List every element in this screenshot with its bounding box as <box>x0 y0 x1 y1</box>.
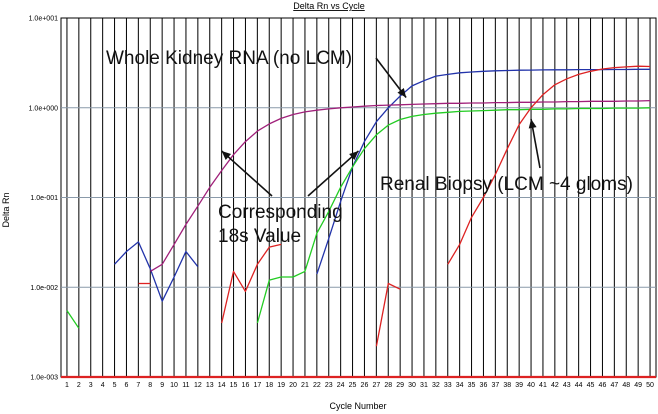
x-tick-label: 21 <box>301 382 309 389</box>
x-tick-label: 15 <box>230 382 238 389</box>
x-tick-label: 36 <box>480 382 488 389</box>
x-tick-label: 49 <box>634 382 642 389</box>
annotation-corresponding: Corresponding <box>218 202 343 223</box>
x-tick-label: 14 <box>218 382 226 389</box>
annotation-arrow-2 <box>307 150 360 197</box>
x-tick-label: 9 <box>160 382 164 389</box>
x-tick-label: 42 <box>551 382 559 389</box>
series-line-3 <box>256 107 651 324</box>
x-tick-label: 35 <box>468 382 476 389</box>
annotation-arrow-3 <box>528 118 541 169</box>
y-axis-title: Delta Rn <box>1 192 11 227</box>
annotation-whole-kidney: Whole Kidney RNA (no LCM) <box>106 48 352 69</box>
x-tick-label: 10 <box>170 382 178 389</box>
x-tick-label: 50 <box>646 382 654 389</box>
x-tick-label: 12 <box>194 382 202 389</box>
x-tick-label: 11 <box>182 382 189 389</box>
x-tick-label: 30 <box>408 382 416 389</box>
x-axis-title: Cycle Number <box>329 401 386 411</box>
y-tick-label: 1.0e-003 <box>30 375 58 382</box>
x-tick-label: 44 <box>575 382 583 389</box>
y-tick-label: 1.0e-001 <box>30 195 58 202</box>
x-tick-label: 46 <box>599 382 607 389</box>
chart-title: Delta Rn vs Cycle <box>293 1 365 11</box>
series-line-1 <box>316 68 650 275</box>
annotation-18s-value: 18s Value <box>218 226 301 247</box>
x-tick-label: 48 <box>622 382 630 389</box>
x-tick-label: 6 <box>124 382 128 389</box>
x-tick-label: 34 <box>456 382 464 389</box>
x-tick-label: 32 <box>432 382 440 389</box>
series-line-6 <box>221 243 282 324</box>
x-tick-label: 1 <box>65 382 69 389</box>
x-tick-label: 41 <box>539 382 547 389</box>
x-tick-label: 33 <box>444 382 452 389</box>
x-tick-label: 16 <box>242 382 250 389</box>
x-tick-label: 13 <box>206 382 214 389</box>
x-tick-label: 24 <box>337 382 345 389</box>
series-line-7 <box>375 282 401 347</box>
x-tick-label: 20 <box>289 382 297 389</box>
series-line-2 <box>149 99 651 272</box>
y-tick-label: 1.0e+001 <box>29 16 58 23</box>
x-tick-label: 43 <box>563 382 571 389</box>
x-tick-label: 40 <box>527 382 535 389</box>
y-tick-label: 1.0e+000 <box>29 105 58 112</box>
y-tick-label: 1.0e-002 <box>30 285 58 292</box>
x-tick-label: 25 <box>349 382 357 389</box>
x-tick-label: 45 <box>587 382 595 389</box>
x-tick-label: 17 <box>253 382 261 389</box>
x-tick-label: 38 <box>503 382 511 389</box>
x-tick-label: 18 <box>265 382 273 389</box>
x-tick-label: 2 <box>77 382 81 389</box>
x-tick-label: 4 <box>101 382 105 389</box>
x-tick-label: 3 <box>89 382 93 389</box>
x-tick-label: 31 <box>420 382 428 389</box>
x-tick-label: 7 <box>136 382 140 389</box>
x-tick-label: 5 <box>113 382 117 389</box>
series-line-8 <box>447 65 651 265</box>
x-tick-label: 19 <box>277 382 285 389</box>
annotation-arrow-0 <box>375 57 407 99</box>
annotation-arrow-1 <box>221 150 273 197</box>
x-tick-label: 8 <box>148 382 152 389</box>
x-tick-label: 39 <box>515 382 523 389</box>
annotation-renal-biopsy: Renal Biopsy (LCM ~4 gloms) <box>380 174 633 195</box>
x-tick-label: 28 <box>384 382 392 389</box>
series-line-0 <box>114 241 199 302</box>
x-tick-label: 27 <box>372 382 380 389</box>
x-tick-label: 37 <box>491 382 499 389</box>
x-tick-label: 29 <box>396 382 404 389</box>
x-tick-label: 26 <box>361 382 369 389</box>
x-tick-label: 47 <box>610 382 618 389</box>
x-tick-label: 22 <box>313 382 321 389</box>
series-line-4 <box>66 310 80 329</box>
x-tick-label: 23 <box>325 382 333 389</box>
